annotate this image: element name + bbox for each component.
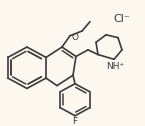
Text: NH⁺: NH⁺	[106, 62, 124, 71]
Text: Cl⁻: Cl⁻	[114, 14, 130, 24]
Text: O: O	[72, 33, 79, 42]
Text: F: F	[72, 117, 78, 126]
